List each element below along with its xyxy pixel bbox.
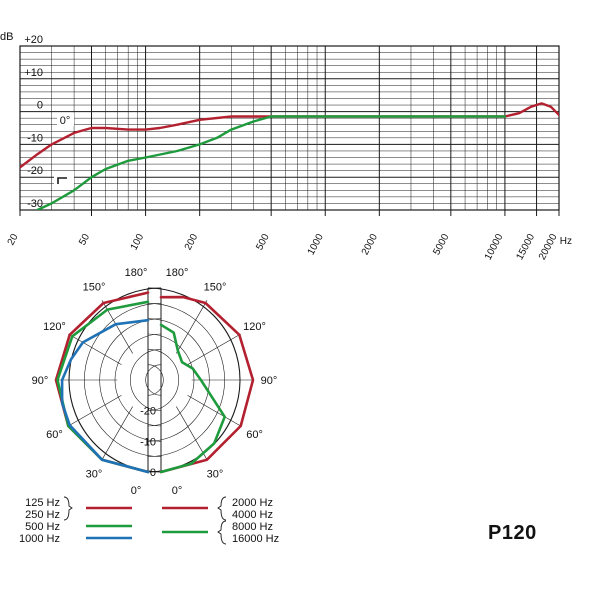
polar-ring: [84, 303, 162, 457]
polar-angle-label: 150°: [204, 281, 227, 293]
frequency-response-chart: +20 +10 0 -10 -20 -30 dB Hz 20 50 100 200 500 1000 200…: [0, 31, 572, 262]
legend-label: 500 Hz: [25, 521, 60, 533]
cardioid-symbol: [57, 177, 67, 184]
polar-curve-red: [159, 295, 255, 474]
polar-ring: [130, 349, 162, 411]
x-tick-label: 20000: [537, 232, 560, 262]
legend-label: 1000 Hz: [19, 533, 60, 545]
polar-curve-red: [54, 291, 150, 474]
y-tick-label: -20: [27, 165, 43, 177]
polar-spoke: [68, 395, 122, 427]
polar-curve-green: [159, 323, 226, 474]
x-unit-label: Hz: [560, 236, 572, 247]
polar-angle-label: 150°: [83, 281, 106, 293]
y-tick-label: -10: [27, 132, 43, 144]
polar-radial-label: -10: [140, 436, 156, 448]
label-backing: [57, 113, 74, 126]
legend-label: 2000 Hz: [232, 497, 273, 509]
polar-angle-label: 60°: [46, 429, 63, 441]
y-unit-label: dB: [0, 31, 13, 43]
legend-brace: [217, 520, 227, 545]
x-tick-label: 1000: [306, 232, 326, 257]
legend-label: 4000 Hz: [232, 509, 273, 521]
legend-label: 8000 Hz: [232, 521, 273, 533]
chart-frame: [19, 45, 560, 211]
legend-brace: [63, 496, 73, 521]
x-tick-label: 15000: [514, 232, 537, 262]
polar-radial-label: 0: [150, 467, 156, 479]
polar-spoke: [187, 333, 241, 365]
polar-spoke: [101, 406, 133, 460]
polar-angle-label: 180°: [125, 267, 148, 279]
label-backing: [54, 171, 74, 188]
polar-angle-label: 180°: [166, 267, 189, 279]
x-tick-label: 100: [129, 232, 147, 252]
polar-ring: [145, 364, 162, 396]
y-tick-label: +10: [24, 67, 43, 79]
polar-angle-label: 120°: [43, 321, 66, 333]
polar-spoke: [187, 395, 241, 427]
x-tick-label: 20: [6, 232, 21, 247]
x-tick-label: 50: [77, 232, 92, 247]
y-tick-label: 0: [37, 100, 43, 112]
polar-angle-label: 0°: [172, 485, 183, 497]
polar-spoke: [176, 300, 208, 354]
polar-radial-label: -20: [140, 406, 156, 418]
polar-spoke: [176, 406, 208, 460]
polar-angle-label: 90°: [32, 375, 49, 387]
polar-angle-label: 30°: [86, 469, 103, 481]
angle-label: 0°: [60, 115, 71, 127]
x-tick-label: 5000: [431, 232, 451, 257]
x-tick-label: 2000: [360, 232, 380, 257]
polar-curve-blue: [60, 318, 150, 474]
y-tick-label: -30: [27, 198, 43, 210]
polar-angle-label: 0°: [131, 485, 142, 497]
polar-spoke: [68, 333, 122, 365]
polar-pattern-chart: 180° 180° 150° 150° 120° 120° 90° 90° 60° 60° 30° 3…: [32, 267, 278, 497]
x-tick-label: 200: [183, 232, 201, 252]
response-curve-green: [36, 115, 507, 210]
x-tick-label: 500: [254, 232, 272, 252]
response-curve-red: [20, 102, 559, 169]
x-tick-label: 10000: [483, 232, 506, 262]
polar-angle-label: 60°: [246, 429, 263, 441]
legend-label: 16000 Hz: [232, 533, 279, 545]
polar-angle-label: 120°: [243, 321, 266, 333]
polar-curve-green: [56, 300, 150, 474]
polar-ring: [147, 364, 164, 396]
y-tick-label: +20: [24, 34, 43, 46]
polar-angle-label: 30°: [207, 469, 224, 481]
polar-ring: [114, 333, 162, 427]
model-name: P120: [488, 522, 537, 544]
legend-brace: [217, 496, 227, 521]
polar-angle-label: 90°: [261, 375, 278, 387]
legend-label: 125 Hz: [25, 497, 60, 509]
legend-label: 250 Hz: [25, 509, 60, 521]
